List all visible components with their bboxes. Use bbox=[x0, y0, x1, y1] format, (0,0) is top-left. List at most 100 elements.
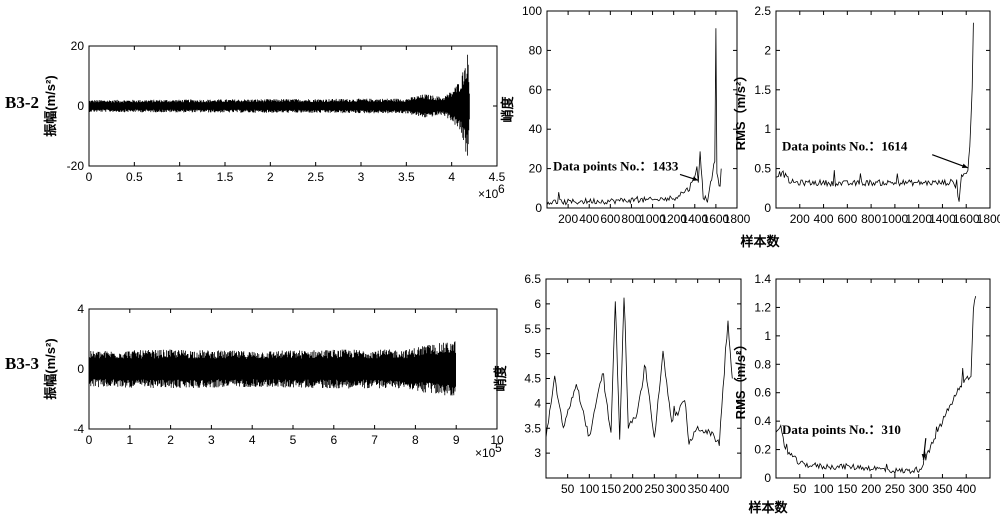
annotation-arrowhead bbox=[692, 176, 699, 181]
x-tick-label: 1000 bbox=[882, 212, 909, 226]
x-multiplier: ×10 bbox=[475, 446, 496, 460]
x-tick-label: 1.5 bbox=[217, 170, 234, 184]
x-tick-label: 1 bbox=[176, 170, 183, 184]
x-tick-label: 50 bbox=[561, 482, 575, 496]
y-tick-label: 20 bbox=[71, 39, 85, 53]
annotation-label: Data points No.：1433 bbox=[553, 158, 679, 173]
row-label: B3-2 bbox=[5, 93, 39, 112]
series-line-1 bbox=[775, 22, 974, 202]
x-tick-label: 4 bbox=[448, 170, 455, 184]
annotation-label: Data points No.：1614 bbox=[782, 139, 908, 154]
x-multiplier: ×10 bbox=[478, 187, 499, 201]
x-tick-label: 1200 bbox=[905, 212, 932, 226]
y-tick-label: 0 bbox=[764, 201, 771, 215]
x-tick-label: 8 bbox=[412, 433, 419, 447]
y-tick-label: 20 bbox=[529, 162, 543, 176]
x-tick-label: 5 bbox=[290, 433, 297, 447]
series-line-1 bbox=[775, 295, 977, 475]
x-tick-label: 200 bbox=[558, 212, 578, 226]
x-tick-label: 100 bbox=[814, 482, 834, 496]
x-tick-label: 0 bbox=[86, 433, 93, 447]
annotation-arrowhead bbox=[961, 163, 968, 169]
y-tick-label: 0 bbox=[535, 201, 542, 215]
x-tick-label: 400 bbox=[956, 482, 976, 496]
y-tick-label: 100 bbox=[522, 4, 542, 18]
x-tick-label: 200 bbox=[861, 482, 881, 496]
y-tick-label: 1 bbox=[764, 329, 771, 343]
chart-panel-2: 200 400 600 8001000120014001600180002040608… bbox=[500, 4, 780, 249]
y-tick-label: 0.2 bbox=[754, 443, 771, 457]
y-tick-label: 6.5 bbox=[524, 272, 541, 286]
x-tick-label: 150 bbox=[837, 482, 857, 496]
y-tick-label: -20 bbox=[67, 159, 85, 173]
x-tick-label: 1600 bbox=[953, 212, 980, 226]
x-tick-label: 800 bbox=[861, 212, 881, 226]
y-axis-label: 峭度 bbox=[500, 96, 515, 123]
y-axis-label: 振幅(m/s²) bbox=[43, 75, 58, 136]
y-tick-label: 1.5 bbox=[754, 83, 771, 97]
y-tick-label: 0 bbox=[764, 471, 771, 485]
x-tick-label: 350 bbox=[688, 482, 708, 496]
y-axis-label: 峭度 bbox=[493, 365, 508, 392]
x-tick-label: 250 bbox=[885, 482, 905, 496]
x-tick-label: 50 bbox=[793, 482, 807, 496]
chart-panel-6: 50 100 150 200 250 300 350 40000.20.40.60.811.2… bbox=[733, 272, 991, 496]
y-tick-label: 3 bbox=[534, 446, 541, 460]
x-tick-label: 0.5 bbox=[126, 170, 143, 184]
x-tick-label: 150 bbox=[601, 482, 621, 496]
x-tick-label: 1800 bbox=[977, 212, 1000, 226]
x-tick-label: 600 bbox=[600, 212, 620, 226]
y-tick-label: 60 bbox=[529, 83, 543, 97]
y-tick-label: 2.5 bbox=[754, 4, 771, 18]
y-tick-label: 0 bbox=[77, 99, 84, 113]
x-tick-label: 2 bbox=[267, 170, 274, 184]
x-multiplier-exponent: 6 bbox=[498, 182, 505, 196]
annotation-label: Data points No.：310 bbox=[782, 422, 901, 437]
x-tick-label: 100 bbox=[579, 482, 599, 496]
x-tick-label: 400 bbox=[579, 212, 599, 226]
x-tick-label: 0 bbox=[86, 170, 93, 184]
x-tick-label: 9 bbox=[453, 433, 460, 447]
annotation-arrowhead bbox=[921, 454, 927, 460]
x-tick-label: 1 bbox=[126, 433, 133, 447]
x-axis-label: 样本数 bbox=[748, 500, 788, 515]
x-tick-label: 1800 bbox=[724, 212, 751, 226]
x-tick-label: 1400 bbox=[929, 212, 956, 226]
x-tick-label: 4.5 bbox=[489, 170, 506, 184]
y-tick-label: 3.5 bbox=[524, 421, 541, 435]
y-tick-label: 1.2 bbox=[754, 300, 771, 314]
y-tick-label: 0.8 bbox=[754, 357, 771, 371]
y-tick-label: 40 bbox=[529, 122, 543, 136]
x-tick-label: 600 bbox=[837, 212, 857, 226]
y-tick-label: 5 bbox=[534, 347, 541, 361]
x-tick-label: 300 bbox=[909, 482, 929, 496]
y-tick-label: 4 bbox=[77, 302, 84, 316]
plot-frame bbox=[775, 278, 991, 479]
x-axis-label: 样本数 bbox=[740, 234, 780, 249]
y-tick-label: 2 bbox=[764, 43, 771, 57]
x-tick-label: 4 bbox=[249, 433, 256, 447]
y-axis-label: 振幅(m/s²) bbox=[43, 338, 58, 399]
y-tick-label: 0.4 bbox=[754, 414, 771, 428]
series-line-1 bbox=[545, 297, 733, 446]
x-tick-label: 3 bbox=[208, 433, 215, 447]
x-tick-label: 10 bbox=[490, 433, 504, 447]
x-tick-label: 1600 bbox=[703, 212, 730, 226]
y-axis-label: RMS（m/s²） bbox=[733, 338, 748, 420]
row-label: B3-3 bbox=[5, 354, 39, 373]
y-tick-label: 4.5 bbox=[524, 372, 541, 386]
chart-panel-5: 50 100 150 200 250 300 350 40033.544.555.566.5峭… bbox=[493, 272, 788, 515]
x-tick-label: 350 bbox=[932, 482, 952, 496]
y-tick-label: 5.5 bbox=[524, 322, 541, 336]
y-tick-label: 1.4 bbox=[754, 272, 771, 286]
plot-frame bbox=[775, 10, 991, 209]
y-tick-label: 6 bbox=[534, 297, 541, 311]
y-tick-label: 0 bbox=[77, 362, 84, 376]
x-tick-label: 7 bbox=[371, 433, 378, 447]
y-tick-label: 1 bbox=[764, 122, 771, 136]
x-tick-label: 3 bbox=[358, 170, 365, 184]
